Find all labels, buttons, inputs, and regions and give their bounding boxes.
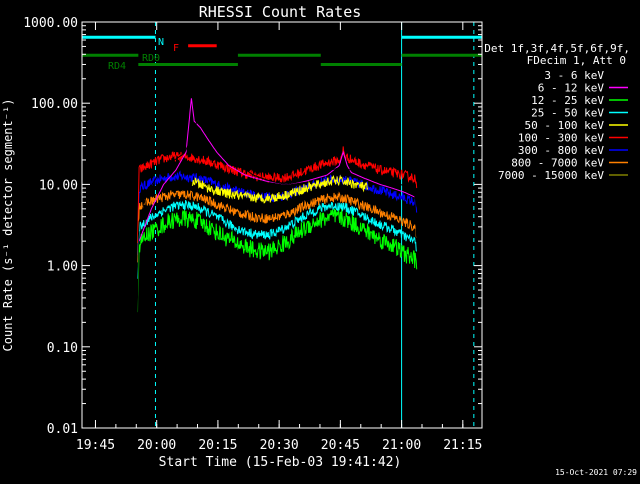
y-tick-label-0: 1000.00: [23, 16, 78, 31]
series-line-0: [136, 114, 418, 404]
x-tick-label-6: 21:15: [443, 438, 482, 453]
x-axis: 19:45 20:00 20:15 20:30 20:45 21:00 21:15: [76, 22, 482, 453]
series-line-2: [137, 208, 418, 313]
legend-label-0: 3 - 6 keV: [544, 69, 604, 82]
legend-label-1: 6 - 12 keV: [538, 82, 605, 95]
marker-label-n: N: [158, 37, 164, 48]
x-tick-label-3: 20:30: [260, 438, 299, 453]
marker-label-rd4: RD4: [108, 61, 126, 72]
timestamp: 15-Oct-2021 07:29: [555, 468, 637, 477]
legend-label-2: 12 - 25 keV: [531, 94, 604, 107]
x-tick-label-1: 20:00: [137, 438, 176, 453]
series-line-7: [137, 189, 418, 263]
legend: Det 1f,3f,4f,5f,6f,9f, FDecim 1, Att 0 3…: [484, 42, 630, 182]
y-tick-label-2: 10.00: [39, 178, 78, 193]
legend-label-4: 50 - 100 keV: [525, 119, 605, 132]
legend-label-5: 100 - 300 keV: [518, 132, 604, 145]
chart-title: RHESSI Count Rates: [199, 3, 362, 21]
x-axis-label: Start Time (15-Feb-03 19:41:42): [159, 455, 402, 470]
y-axis: 1000.00 100.00 10.00 1.00 0.10 0.01: [23, 16, 482, 437]
marker-label-f: F: [173, 43, 179, 54]
series-line-4: [191, 174, 369, 204]
y-axis-label: Count Rate (s⁻¹ detector segment⁻¹): [1, 99, 15, 352]
legend-label-3: 25 - 50 keV: [531, 107, 604, 120]
x-tick-label-5: 21:00: [382, 438, 421, 453]
x-tick-label-4: 20:45: [321, 438, 360, 453]
y-tick-label-4: 0.10: [47, 341, 78, 356]
legend-header-line-2: FDecim 1, Att 0: [527, 54, 626, 67]
marker-label-rd0: RD0: [142, 53, 160, 64]
legend-label-8: 7000 - 15000 keV: [498, 169, 604, 182]
y-tick-label-1: 100.00: [31, 97, 78, 112]
legend-label-7: 800 - 7000 keV: [511, 157, 604, 170]
x-tick-label-0: 19:45: [76, 438, 115, 453]
legend-header-line-1: Det 1f,3f,4f,5f,6f,9f,: [484, 42, 630, 55]
legend-label-6: 300 - 800 keV: [518, 144, 604, 157]
y-tick-label-3: 1.00: [47, 260, 78, 275]
series-line-3: [137, 200, 418, 279]
plot-area: NF RD0 RD4: [81, 22, 482, 428]
y-tick-label-5: 0.01: [47, 422, 78, 437]
x-tick-label-2: 20:15: [198, 438, 237, 453]
plot-frame: [81, 21, 483, 429]
